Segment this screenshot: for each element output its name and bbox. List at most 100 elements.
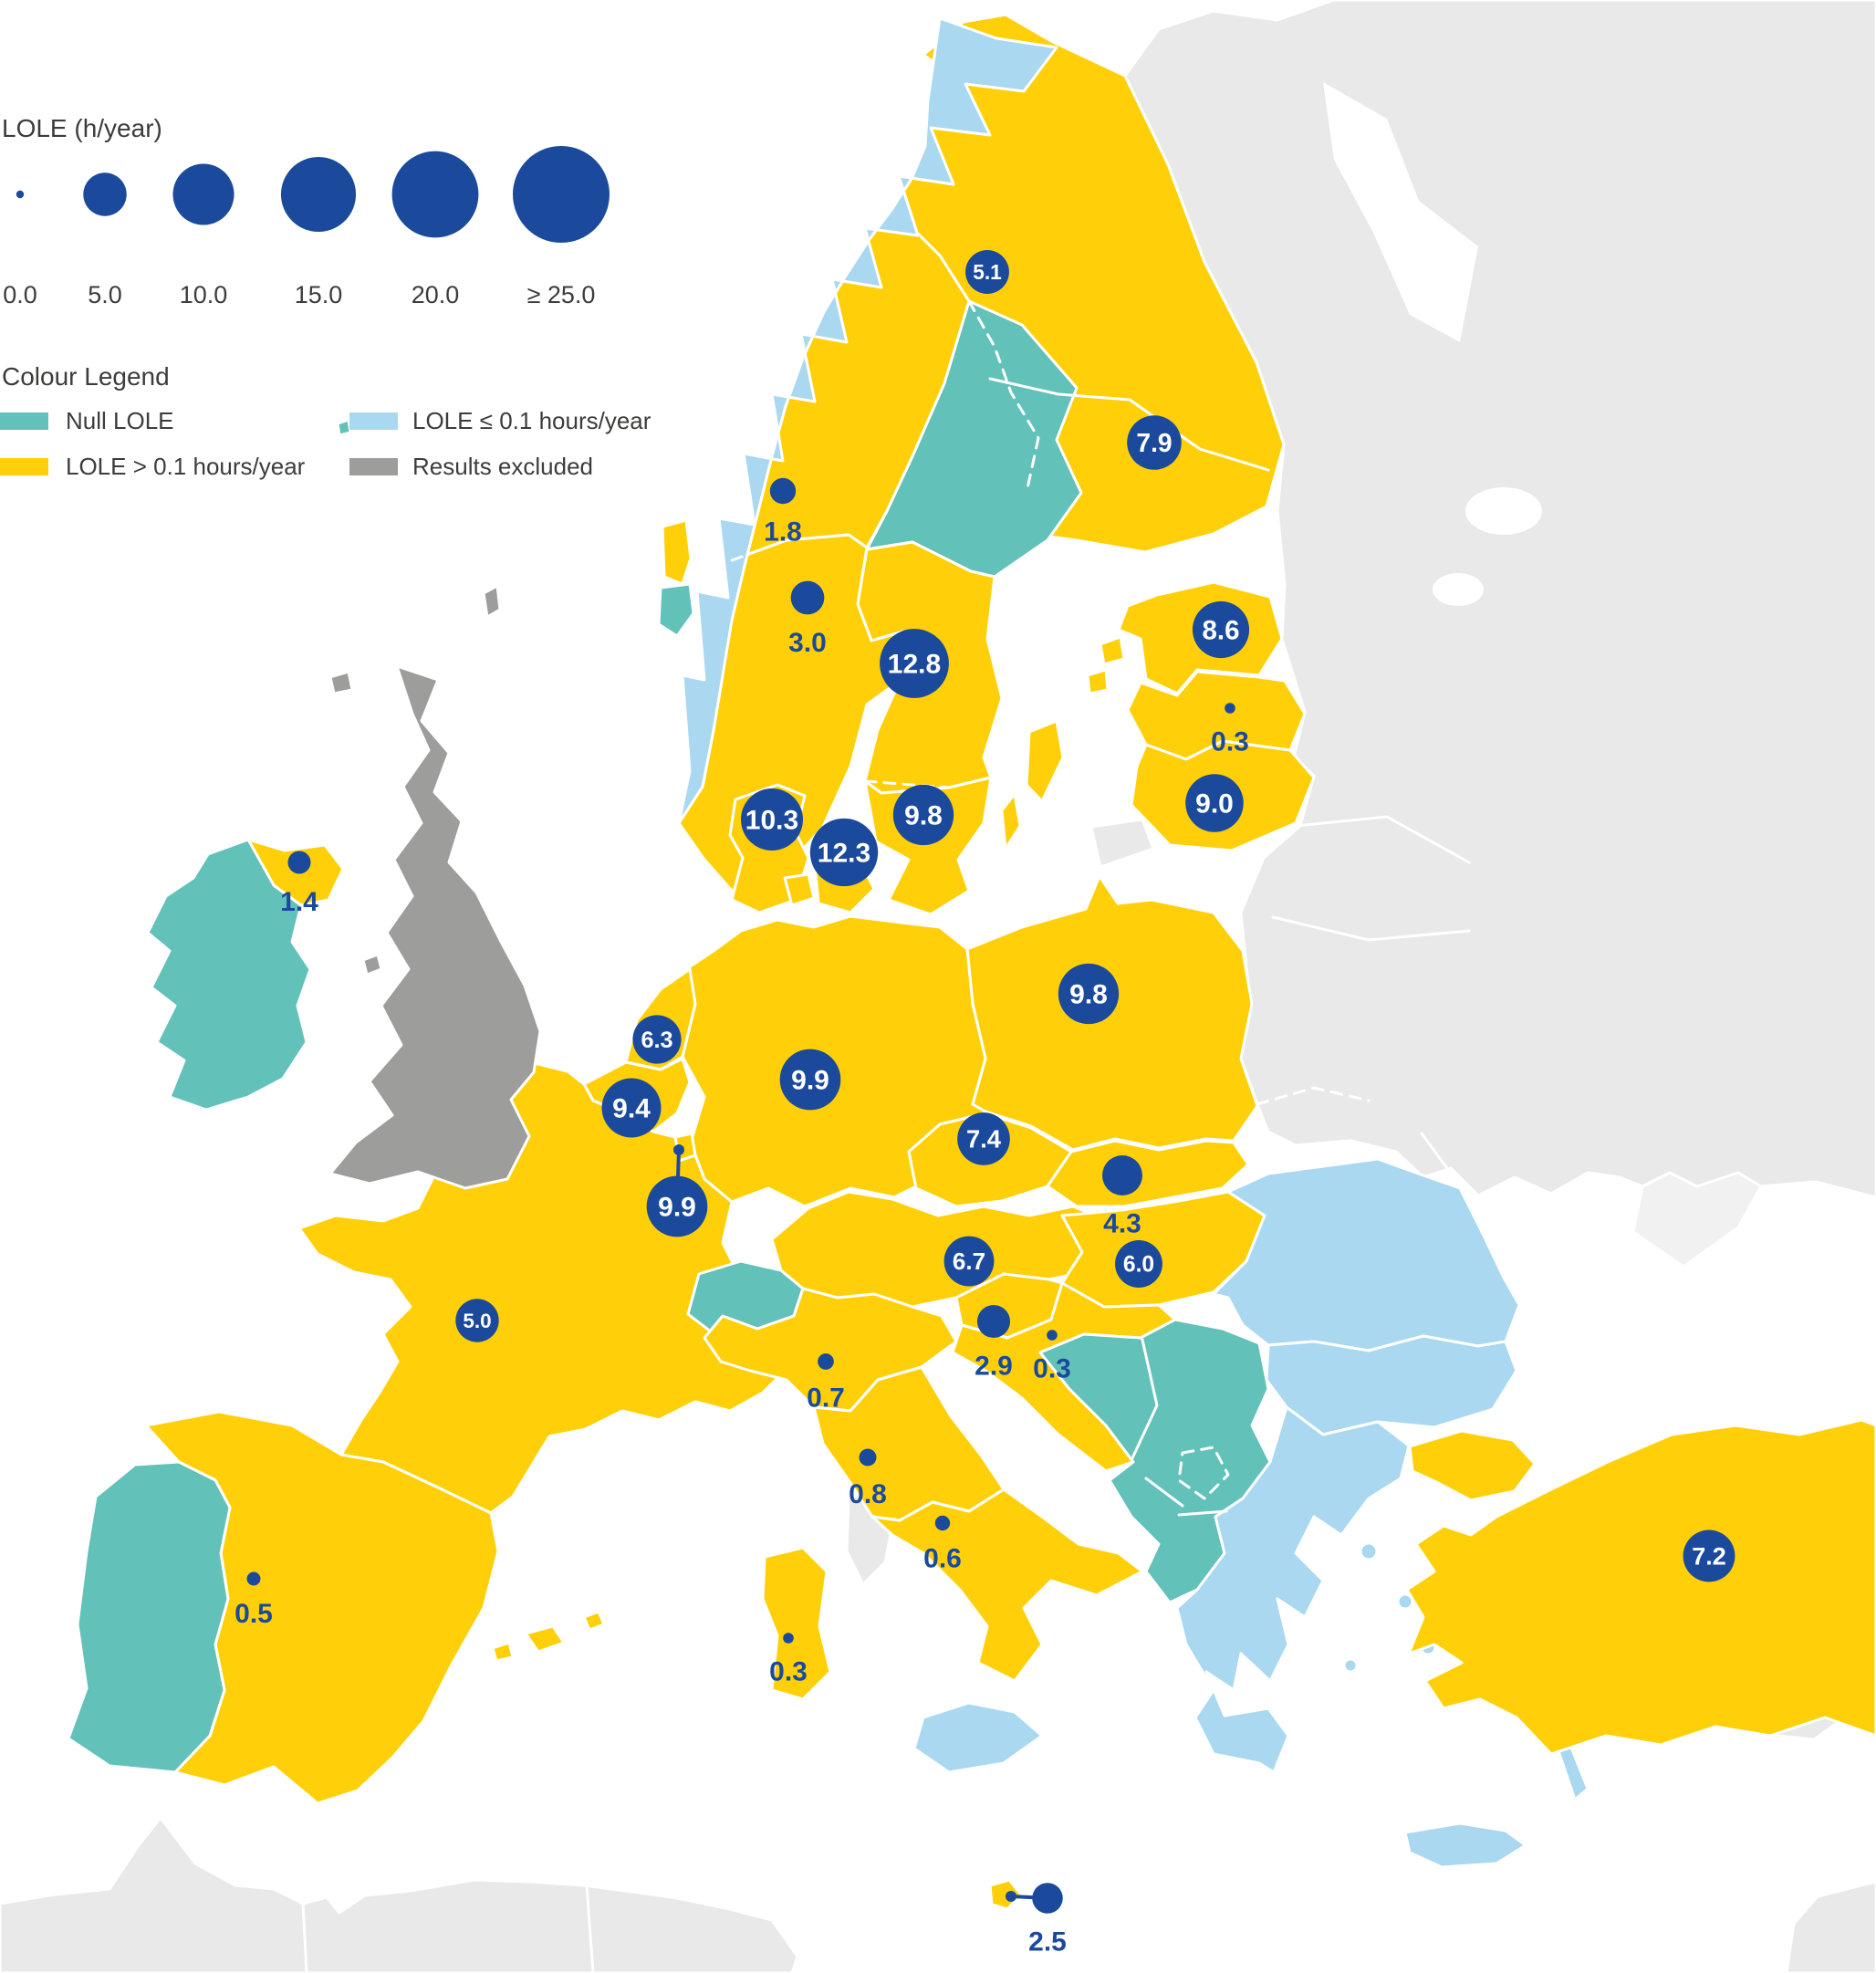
bubble-circle	[632, 1015, 682, 1064]
lole-bubble-sweden-se3: 12.8	[880, 629, 949, 698]
size-legend-tick-label: 15.0	[295, 281, 343, 308]
country-poland	[965, 874, 1259, 1152]
country-greece	[1175, 1405, 1411, 1774]
size-legend-tick-label: 20.0	[412, 281, 460, 308]
bubble-value: 0.5	[234, 1599, 273, 1629]
label-null-lole: Null LOLE	[66, 407, 174, 434]
lole-bubble-luxembourg: 9.9	[646, 1144, 708, 1237]
bubble-circle	[934, 1515, 951, 1531]
bubble-value: 5.1	[973, 260, 1002, 284]
lole-bubble-lithuania: 9.0	[1185, 774, 1244, 832]
bubble-value: 5.0	[463, 1310, 491, 1332]
lole-bubble-denmark-west: 10.3	[740, 788, 804, 851]
lole-bubble-turkey: 7.2	[1683, 1529, 1735, 1582]
country-russia-east-block	[1123, 0, 1876, 1268]
bubble-circle	[1185, 774, 1244, 832]
bubble-circle	[957, 1112, 1010, 1165]
bubble-circle	[1192, 600, 1250, 659]
island-sicily	[912, 1701, 1044, 1774]
norway-coast-fragment-yellow	[661, 518, 693, 586]
bubble-circle	[1115, 1240, 1162, 1288]
lole-bubble-denmark-east: 12.3	[809, 818, 879, 887]
bubble-value: 2.5	[1028, 1926, 1067, 1957]
bubble-circle	[1058, 963, 1120, 1025]
country-malta	[988, 1878, 1023, 1911]
bubble-circle	[455, 1299, 499, 1342]
norway-coast-fragment-teal	[657, 582, 695, 638]
swatch-results-excluded	[349, 458, 398, 475]
bubble-value: 12.8	[888, 650, 941, 680]
bubble-value: 7.4	[966, 1125, 1002, 1154]
bubble-value: 3.0	[788, 628, 827, 658]
size-legend-item: 5.0	[83, 172, 127, 308]
bubble-value: 1.8	[764, 517, 802, 548]
island-gotland	[1025, 719, 1065, 803]
lole-bubble-finland: 7.9	[1127, 415, 1182, 470]
size-legend-title: LOLE (h/year)	[2, 114, 162, 142]
bubble-value: 7.2	[1692, 1542, 1726, 1570]
island-shetland	[482, 584, 502, 619]
bubble-circle	[943, 1236, 995, 1287]
bubble-value: 6.3	[641, 1028, 672, 1053]
bubble-circle	[976, 1304, 1011, 1339]
lole-bubble-croatia: 0.3	[1033, 1330, 1071, 1383]
bubble-circle	[783, 1633, 794, 1644]
bubble-circle	[790, 580, 825, 615]
island-crete	[1403, 1822, 1527, 1869]
size-legend: LOLE (h/year) 0.0 5.0 10.0 15.0 20.0 ≥ 25.0	[2, 114, 610, 308]
lole-bubble-latvia: 0.3	[1211, 703, 1249, 757]
bubble-value: 0.8	[849, 1479, 887, 1509]
lole-bubble-poland: 9.8	[1058, 963, 1120, 1025]
bubble-value: 9.9	[791, 1066, 829, 1096]
size-legend-tick-label: ≥ 25.0	[527, 281, 596, 308]
size-legend-item: 15.0	[280, 156, 357, 308]
bubble-circle	[1047, 1330, 1058, 1341]
lole-bubble-malta: 2.5	[1006, 1883, 1067, 1957]
lake-ladoga	[1433, 573, 1484, 606]
country-middle-east-corner	[1785, 1880, 1876, 1973]
bubble-circle	[769, 477, 797, 505]
lole-bubble-italy-south: 0.6	[923, 1515, 962, 1574]
lole-bubble-france: 5.0	[455, 1299, 499, 1342]
lole-bubble-hungary: 6.0	[1115, 1240, 1162, 1288]
bubble-circle	[740, 788, 804, 851]
lake-onega	[1465, 487, 1542, 535]
lole-bubble-italy-centre: 0.8	[849, 1448, 887, 1509]
lole-bubble-austria: 6.7	[943, 1236, 995, 1287]
size-legend-item: 20.0	[391, 151, 479, 308]
bubble-circle	[1683, 1529, 1735, 1582]
bubble-value: 4.3	[1103, 1208, 1141, 1238]
bubble-value: 9.4	[612, 1094, 651, 1124]
country-latvia	[1126, 670, 1307, 761]
lole-bubble-slovenia: 2.9	[974, 1304, 1013, 1382]
country-slovakia	[1046, 1139, 1250, 1208]
lole-bubble-italy-north: 0.7	[807, 1353, 845, 1413]
island-sardinia	[761, 1546, 832, 1701]
size-legend-tick-label: 0.0	[3, 281, 37, 308]
lole-bubble-sardinia: 0.3	[769, 1633, 808, 1686]
bubble-circle	[880, 629, 949, 698]
lole-bubble-czechia: 7.4	[957, 1112, 1010, 1165]
lole-bubble-sweden-se4: 9.8	[892, 784, 954, 846]
bubble-value: 0.6	[923, 1544, 962, 1574]
bubble-value: 8.6	[1202, 615, 1239, 645]
label-lole-gt-01: LOLE > 0.1 hours/year	[66, 453, 306, 480]
island-hiiumaa	[1086, 668, 1110, 695]
lole-bubble-finland-north: 5.1	[965, 250, 1009, 294]
lole-bubble-norway-mid: 1.8	[764, 477, 802, 548]
island-orkney	[328, 670, 354, 695]
bubble-circle	[1032, 1883, 1063, 1914]
country-portugal	[67, 1460, 232, 1774]
bubble-value: 0.3	[769, 1656, 808, 1686]
bubble-value: 0.3	[1033, 1353, 1071, 1383]
size-legend-tick-label: 10.0	[180, 281, 228, 308]
country-turkey-thrace	[1408, 1429, 1537, 1502]
country-italy-north	[703, 1287, 958, 1413]
lole-bubble-northern-ireland: 1.4	[280, 851, 318, 917]
balearic-islands	[491, 1610, 606, 1663]
bubble-circle	[646, 1175, 708, 1237]
label-lole-le-01: LOLE ≤ 0.1 hours/year	[412, 407, 651, 434]
size-legend-bubbles: 0.0 5.0 10.0 15.0 20.0 ≥ 25.0	[3, 146, 610, 308]
